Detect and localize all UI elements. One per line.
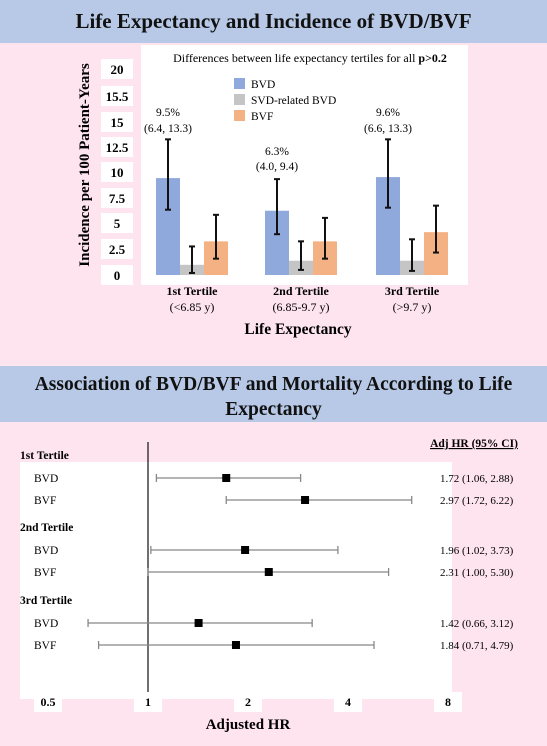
legend-label: SVD-related BVD xyxy=(251,95,336,107)
bar-annotation-pct: 6.3% xyxy=(265,146,289,158)
group-label: 1st Tertile xyxy=(20,450,69,462)
bar-annotation-ci: (6.6, 13.3) xyxy=(364,123,412,135)
forest-plot-panel xyxy=(20,462,452,699)
category-label: 3rd Tertile xyxy=(385,284,440,298)
legend-swatch xyxy=(234,78,245,89)
hr-ci-text: 1.84 (0.71, 4.79) xyxy=(440,640,514,652)
x-tick-label: 8 xyxy=(445,695,451,709)
legend-label: BVD xyxy=(251,79,275,91)
y-tick-box xyxy=(101,162,133,182)
category-sublabel: (6.85-9.7 y) xyxy=(273,300,330,314)
y-tick-box xyxy=(101,59,133,79)
category-label: 1st Tertile xyxy=(167,284,219,298)
y-tick-label: 20 xyxy=(111,62,124,77)
top-title: Life Expectancy and Incidence of BVD/BVF xyxy=(75,9,472,33)
y-tick-label: 5 xyxy=(114,216,121,231)
hr-ci-text: 2.97 (1.72, 6.22) xyxy=(440,495,514,507)
bar-annotation-pct: 9.5% xyxy=(156,107,180,119)
x-tick-label: 4 xyxy=(345,695,351,709)
category-sublabel: (>9.7 y) xyxy=(393,300,432,314)
bar-annotation-ci: (6.4, 13.3) xyxy=(144,123,192,135)
bar-chart-panel xyxy=(141,45,468,285)
y-tick-label: 15.5 xyxy=(106,89,129,104)
hr-ci-text: 1.96 (1.02, 3.73) xyxy=(440,545,514,557)
bar-annotation-pct: 9.6% xyxy=(376,107,400,119)
bar-annotation-ci: (4.0, 9.4) xyxy=(256,161,298,173)
hr-point xyxy=(301,496,310,504)
x-tick-box xyxy=(434,692,462,712)
hr-ci-text: 1.42 (0.66, 3.12) xyxy=(440,618,514,630)
y-tick-box xyxy=(101,112,133,132)
y-tick-box xyxy=(101,239,133,259)
y-axis-title: Incidence per 100 Patient-Years xyxy=(77,63,93,267)
y-tick-box xyxy=(101,86,133,106)
y-tick-box xyxy=(101,188,133,208)
group-label: 2nd Tertile xyxy=(20,522,73,534)
y-tick-label: 2.5 xyxy=(109,242,126,257)
legend-swatch xyxy=(234,94,245,105)
row-label: BVD xyxy=(34,545,58,557)
bottom-title: Association of BVD/BVF and Mortality Acc… xyxy=(34,374,513,420)
legend-swatch xyxy=(234,110,245,121)
bottom-title-banner: Association of BVD/BVF and Mortality Acc… xyxy=(0,366,547,422)
y-tick-label: 0 xyxy=(114,268,121,283)
row-label: BVD xyxy=(34,473,58,485)
significance-note: Differences between life expectancy tert… xyxy=(173,51,447,65)
hr-point xyxy=(222,474,231,482)
top-title-banner: Life Expectancy and Incidence of BVD/BVF xyxy=(0,0,547,43)
x-axis-title: Life Expectancy xyxy=(244,321,351,338)
row-label: BVF xyxy=(34,640,56,652)
hr-ci-text: 2.31 (1.00, 5.30) xyxy=(440,567,514,579)
x-tick-label: 2 xyxy=(245,695,251,709)
x-tick-box xyxy=(334,692,362,712)
hr-point xyxy=(194,619,203,627)
x-tick-box xyxy=(34,692,62,712)
hr-point xyxy=(264,568,273,576)
hr-ci-text: 1.72 (1.06, 2.88) xyxy=(440,473,514,485)
y-tick-box xyxy=(101,137,133,157)
y-tick-label: 7.5 xyxy=(109,191,126,206)
group-label: 3rd Tertile xyxy=(20,595,72,607)
x-tick-box xyxy=(234,692,262,712)
hr-point xyxy=(231,641,240,649)
x-tick-label: 0.5 xyxy=(41,695,56,709)
row-label: BVD xyxy=(34,618,58,630)
y-tick-label: 12.5 xyxy=(106,140,129,155)
category-sublabel: (<6.85 y) xyxy=(170,300,215,314)
hr-point xyxy=(241,546,250,554)
y-tick-box xyxy=(101,265,133,285)
row-label: BVF xyxy=(34,495,56,507)
y-tick-label: 10 xyxy=(111,165,124,180)
ci-column-header: Adj HR (95% CI) xyxy=(430,438,518,450)
row-label: BVF xyxy=(34,567,56,579)
y-tick-label: 15 xyxy=(111,115,125,130)
x-axis-title: Adjusted HR xyxy=(206,717,291,733)
x-tick-box xyxy=(134,692,162,712)
x-tick-label: 1 xyxy=(145,695,151,709)
category-label: 2nd Tertile xyxy=(273,284,329,298)
y-tick-box xyxy=(101,213,133,233)
legend-label: BVF xyxy=(251,111,273,123)
bar-chart: Incidence per 100 Patient-Years 20 15.5 15 1… xyxy=(77,51,448,338)
